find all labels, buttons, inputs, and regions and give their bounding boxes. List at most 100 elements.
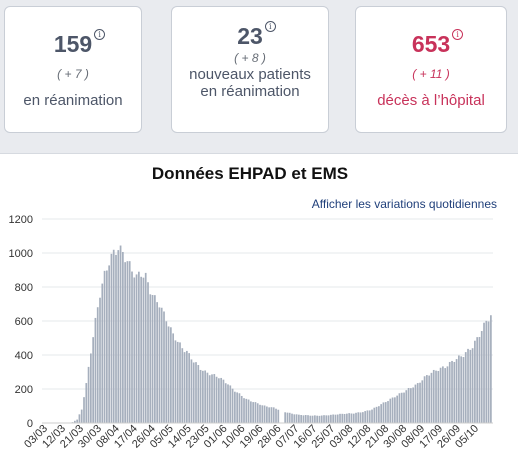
- chart-bar[interactable]: [204, 370, 207, 423]
- chart-bar[interactable]: [229, 385, 232, 423]
- chart-bar[interactable]: [160, 307, 163, 423]
- chart-bar[interactable]: [197, 365, 200, 423]
- chart-bar[interactable]: [250, 401, 252, 423]
- chart-bar[interactable]: [261, 405, 264, 423]
- chart-bar[interactable]: [341, 413, 344, 423]
- chart-bar[interactable]: [316, 415, 319, 423]
- chart-bar[interactable]: [430, 372, 433, 423]
- chart-bar[interactable]: [490, 315, 492, 423]
- chart-bar[interactable]: [286, 412, 289, 423]
- chart-bar[interactable]: [74, 420, 76, 423]
- chart-bar[interactable]: [346, 413, 348, 423]
- chart-bar[interactable]: [254, 402, 257, 423]
- chart-bar[interactable]: [199, 369, 202, 423]
- chart-bar[interactable]: [387, 401, 389, 423]
- chart-bar[interactable]: [268, 407, 271, 423]
- chart-bar[interactable]: [247, 399, 250, 423]
- chart-bar[interactable]: [334, 414, 337, 423]
- chart-bar[interactable]: [190, 359, 193, 423]
- chart-bar[interactable]: [240, 395, 243, 423]
- chart-bar[interactable]: [224, 383, 227, 423]
- chart-bar[interactable]: [327, 415, 330, 423]
- chart-bar[interactable]: [243, 398, 245, 423]
- chart-bar[interactable]: [252, 402, 255, 423]
- info-icon[interactable]: i: [264, 21, 276, 32]
- chart-bar[interactable]: [206, 372, 209, 423]
- chart-bar[interactable]: [99, 297, 101, 423]
- chart-bar[interactable]: [398, 393, 401, 423]
- chart-bar[interactable]: [293, 414, 296, 423]
- chart-bar[interactable]: [471, 348, 474, 423]
- chart-bar[interactable]: [288, 412, 291, 423]
- chart-bar[interactable]: [357, 412, 360, 423]
- chart-bar[interactable]: [467, 348, 469, 423]
- chart-bar[interactable]: [323, 415, 325, 423]
- chart-bar[interactable]: [382, 402, 385, 423]
- chart-bar[interactable]: [311, 415, 314, 423]
- chart-bar[interactable]: [272, 407, 275, 423]
- chart-bar[interactable]: [332, 414, 335, 424]
- chart-bar[interactable]: [101, 283, 104, 423]
- chart-bar[interactable]: [218, 378, 220, 423]
- chart-bar[interactable]: [298, 414, 300, 423]
- chart-bar[interactable]: [348, 413, 351, 423]
- chart-bar[interactable]: [330, 414, 332, 423]
- chart-bar[interactable]: [359, 412, 362, 423]
- chart-bar[interactable]: [87, 366, 90, 423]
- chart-bar[interactable]: [302, 415, 305, 423]
- chart-bar[interactable]: [208, 375, 211, 423]
- chart-bar[interactable]: [103, 270, 106, 423]
- chart-bar[interactable]: [476, 337, 479, 423]
- chart-bar[interactable]: [165, 321, 168, 423]
- chart-bar[interactable]: [112, 249, 115, 423]
- chart-bar[interactable]: [391, 397, 394, 424]
- chart-bar[interactable]: [439, 367, 442, 423]
- chart-bar[interactable]: [432, 369, 435, 423]
- chart-bar[interactable]: [318, 415, 321, 423]
- chart-bar[interactable]: [325, 415, 328, 423]
- chart-bar[interactable]: [304, 415, 307, 423]
- chart-bar[interactable]: [131, 271, 133, 423]
- chart-bar[interactable]: [128, 261, 131, 423]
- chart-bar[interactable]: [362, 412, 364, 423]
- chart-bar[interactable]: [181, 348, 184, 423]
- chart-bar[interactable]: [108, 265, 110, 423]
- chart-bar[interactable]: [183, 352, 186, 423]
- chart-bar[interactable]: [355, 412, 357, 423]
- chart-bar[interactable]: [343, 413, 346, 423]
- chart-bar[interactable]: [149, 294, 152, 423]
- chart-bar[interactable]: [455, 359, 458, 423]
- chart-bar[interactable]: [437, 370, 440, 423]
- chart-bar[interactable]: [277, 409, 280, 423]
- chart-bar[interactable]: [474, 340, 476, 423]
- chart-bar[interactable]: [350, 413, 353, 423]
- chart-bar[interactable]: [448, 361, 451, 423]
- chart-bar[interactable]: [186, 350, 188, 423]
- chart-bar[interactable]: [245, 398, 248, 423]
- chart-bar[interactable]: [464, 352, 467, 423]
- info-icon[interactable]: i: [94, 29, 106, 40]
- chart-bar[interactable]: [188, 353, 190, 423]
- chart-bar[interactable]: [192, 362, 195, 423]
- chart-bar[interactable]: [236, 392, 239, 423]
- chart-bar[interactable]: [80, 409, 83, 423]
- chart-bar[interactable]: [336, 414, 339, 424]
- chart-bar[interactable]: [144, 272, 147, 423]
- chart-bar[interactable]: [259, 404, 261, 423]
- chart-bar[interactable]: [451, 360, 453, 423]
- chart-bar[interactable]: [426, 375, 428, 423]
- chart-bar[interactable]: [156, 302, 158, 423]
- chart-bar[interactable]: [117, 250, 120, 423]
- chart-bar[interactable]: [140, 276, 142, 423]
- chart-bar[interactable]: [119, 245, 122, 423]
- chart-bar[interactable]: [220, 377, 223, 423]
- chart-bar[interactable]: [339, 413, 341, 423]
- chart-bar[interactable]: [122, 251, 124, 423]
- chart-bar[interactable]: [179, 342, 181, 423]
- chart-bar[interactable]: [378, 406, 380, 423]
- chart-bar[interactable]: [227, 384, 229, 423]
- chart-bar[interactable]: [309, 415, 312, 423]
- chart-bar[interactable]: [238, 393, 241, 423]
- chart-bar[interactable]: [163, 311, 165, 423]
- chart-bar[interactable]: [423, 376, 426, 423]
